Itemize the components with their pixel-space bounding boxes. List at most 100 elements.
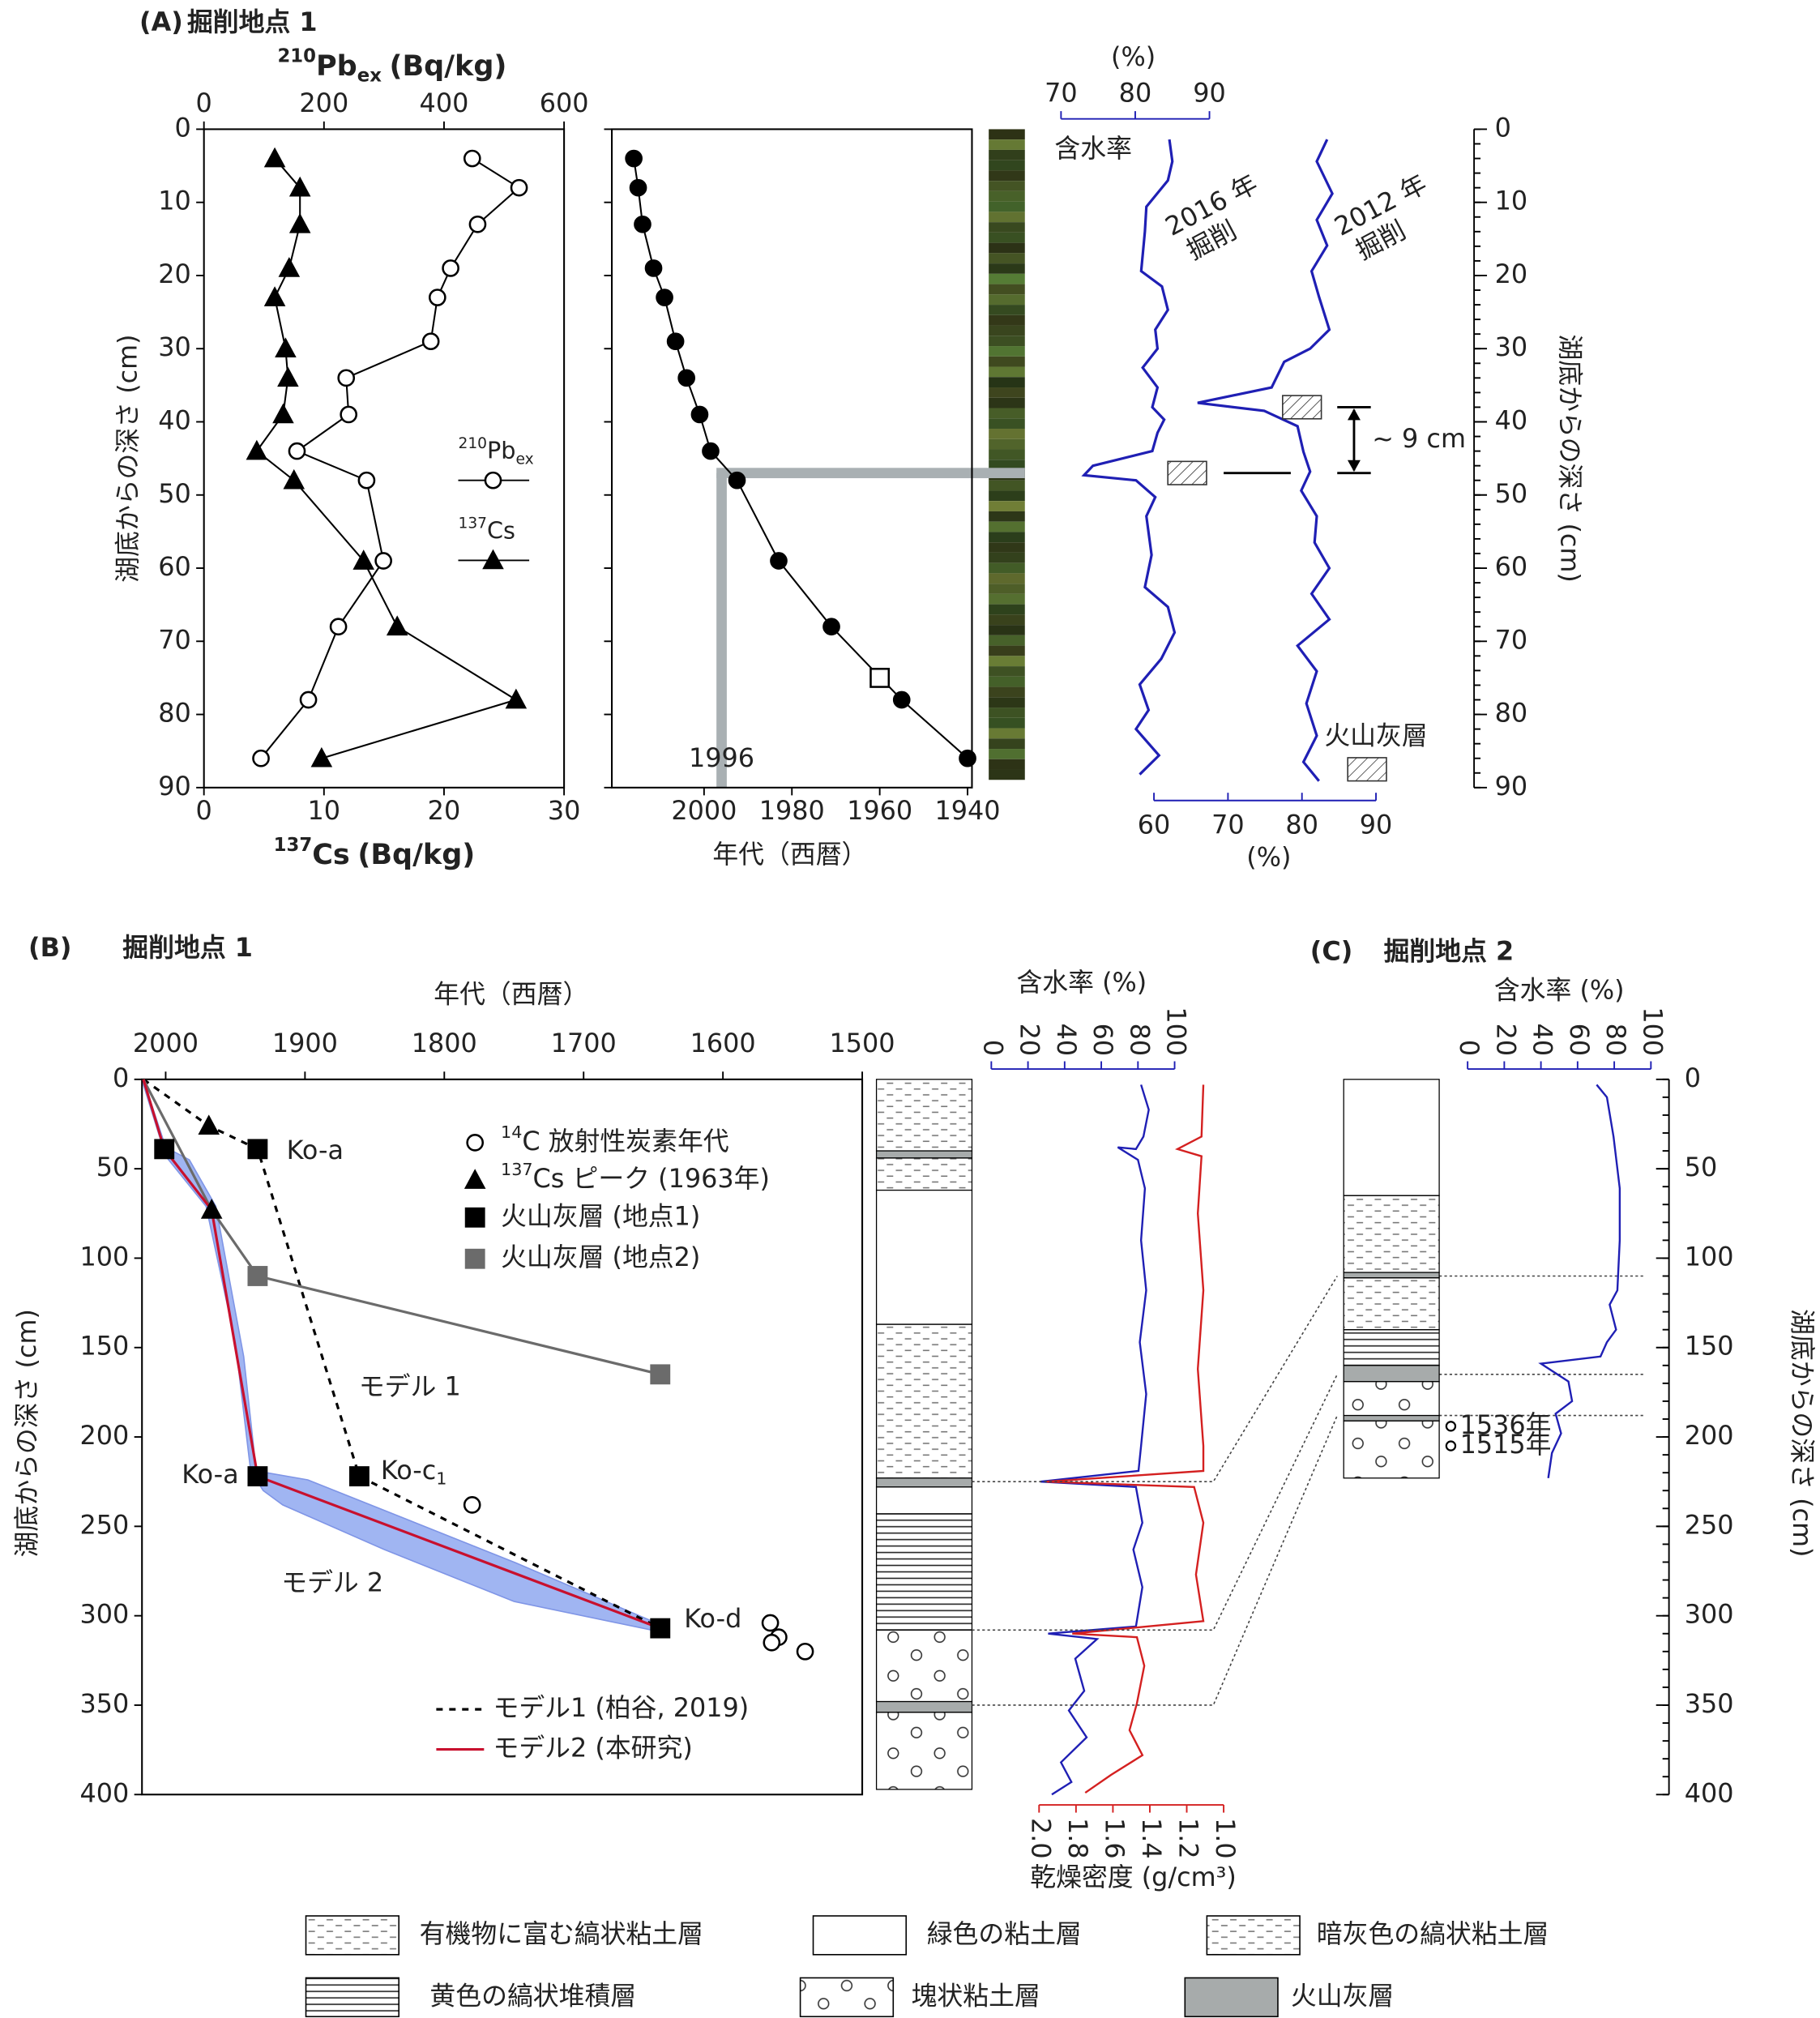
point xyxy=(288,176,311,197)
core-image xyxy=(989,542,1025,553)
plot-frame xyxy=(203,128,566,789)
panel-label: (C) xyxy=(1310,936,1352,967)
layer xyxy=(875,1700,973,1713)
legend-marker xyxy=(464,1169,486,1189)
x2-tick-label: 90 xyxy=(1193,77,1226,108)
model-line xyxy=(142,1079,661,1376)
core-image xyxy=(989,511,1025,522)
text-part: 210 xyxy=(277,45,316,66)
point xyxy=(357,471,376,490)
x2-tick-label: 20 xyxy=(1015,1024,1045,1057)
point xyxy=(702,442,720,460)
x-tick-label: 60 xyxy=(1138,810,1171,840)
point xyxy=(200,1199,223,1219)
layer xyxy=(875,1150,973,1159)
core-image xyxy=(989,428,1025,439)
y-tick-label: 100 xyxy=(80,1241,130,1272)
correlation-line xyxy=(972,1276,1338,1482)
point xyxy=(252,749,270,767)
legend-label: 137Cs ピーク (1963年) xyxy=(501,1160,770,1194)
panel-label: (B) xyxy=(28,932,71,963)
x-tick-label: 70 xyxy=(1211,810,1245,840)
x-tick-label: 1980 xyxy=(759,795,825,826)
x-tick-label: 0 xyxy=(196,795,212,826)
legend-label: 緑色の粘土層 xyxy=(927,1918,1082,1949)
point xyxy=(299,690,318,709)
core-image xyxy=(989,201,1025,212)
legend-label: 暗灰色の縞状粘土層 xyxy=(1317,1918,1549,1949)
x2-tick-label: 0 xyxy=(977,1040,1008,1056)
y-tick-label: 0 xyxy=(1685,1062,1701,1093)
layer xyxy=(875,1477,973,1488)
annotation: Ko-c1 xyxy=(381,1455,447,1489)
y-tick-label: 50 xyxy=(96,1152,130,1182)
core-image xyxy=(989,666,1025,677)
x-tick-label: 1.0 xyxy=(1210,1818,1241,1859)
y-tick-label: 250 xyxy=(80,1509,130,1540)
y-tick-label: 50 xyxy=(1495,478,1528,509)
panel-title: 掘削地点 1 xyxy=(122,932,253,963)
panel-title: 掘削地点 1 xyxy=(187,6,318,37)
core-image xyxy=(989,562,1025,574)
series-line xyxy=(1197,139,1334,782)
legend-swatch xyxy=(305,1915,400,1956)
y-tick-label: 70 xyxy=(1495,624,1528,655)
point xyxy=(340,405,358,424)
x-tick-label: 1.8 xyxy=(1062,1818,1093,1859)
core-image xyxy=(989,190,1025,202)
y-tick-label: 350 xyxy=(80,1688,130,1719)
y-tick-label: 300 xyxy=(80,1599,130,1630)
point xyxy=(822,618,840,636)
point xyxy=(352,549,374,570)
text-part: (Bq/kg) xyxy=(389,49,506,83)
core-image xyxy=(989,418,1025,429)
core-image xyxy=(989,697,1025,708)
x2-tick-label: 400 xyxy=(420,88,469,118)
x-tick-label: 1960 xyxy=(847,795,912,826)
core-image xyxy=(989,584,1025,594)
point xyxy=(468,215,487,233)
text-part: Ko-c xyxy=(381,1455,436,1486)
y-tick-label: 50 xyxy=(158,478,191,509)
point xyxy=(247,1139,268,1160)
point xyxy=(247,1466,268,1487)
core-image xyxy=(989,129,1025,140)
core-image xyxy=(989,336,1025,347)
point xyxy=(666,332,685,351)
ash-box xyxy=(1282,395,1322,420)
point xyxy=(246,439,268,460)
x2-tick-label: 40 xyxy=(1051,1024,1082,1057)
x2-axis-title: 含水率 xyxy=(1054,133,1132,164)
x-tick-label: 1.2 xyxy=(1173,1818,1204,1859)
core-image xyxy=(989,708,1025,718)
core-image xyxy=(989,614,1025,626)
core-image xyxy=(989,284,1025,295)
core-image xyxy=(989,625,1025,635)
y-tick-label: 80 xyxy=(158,698,191,729)
x-tick-label: 1.4 xyxy=(1136,1818,1167,1859)
x2-tick-label: 60 xyxy=(1564,1024,1595,1057)
legend-marker xyxy=(464,1207,485,1228)
legend-label: モデル1 (柏谷, 2019) xyxy=(493,1692,749,1723)
core-image xyxy=(989,769,1025,780)
core-image xyxy=(989,460,1025,470)
core-image xyxy=(989,314,1025,326)
x-axis-title: 乾燥密度 (g/cm³) xyxy=(1030,1862,1237,1892)
core-image xyxy=(989,222,1025,233)
core-image xyxy=(989,635,1025,646)
core-image xyxy=(989,749,1025,759)
layer xyxy=(1343,1414,1440,1422)
text-part: 210 xyxy=(458,434,487,451)
x-tick-label: 1900 xyxy=(272,1028,338,1058)
text-part: 14 xyxy=(501,1122,522,1142)
legend-label: 137Cs xyxy=(458,515,515,544)
core-image xyxy=(989,604,1025,615)
y-axis-title: 湖底からの深さ (cm) xyxy=(112,334,143,582)
core-image xyxy=(989,170,1025,182)
correlation-line xyxy=(972,1374,1338,1631)
core-image xyxy=(989,501,1025,511)
layer xyxy=(875,1513,973,1631)
series-line xyxy=(1081,139,1177,776)
layer xyxy=(1343,1365,1440,1383)
core-image xyxy=(989,139,1025,150)
